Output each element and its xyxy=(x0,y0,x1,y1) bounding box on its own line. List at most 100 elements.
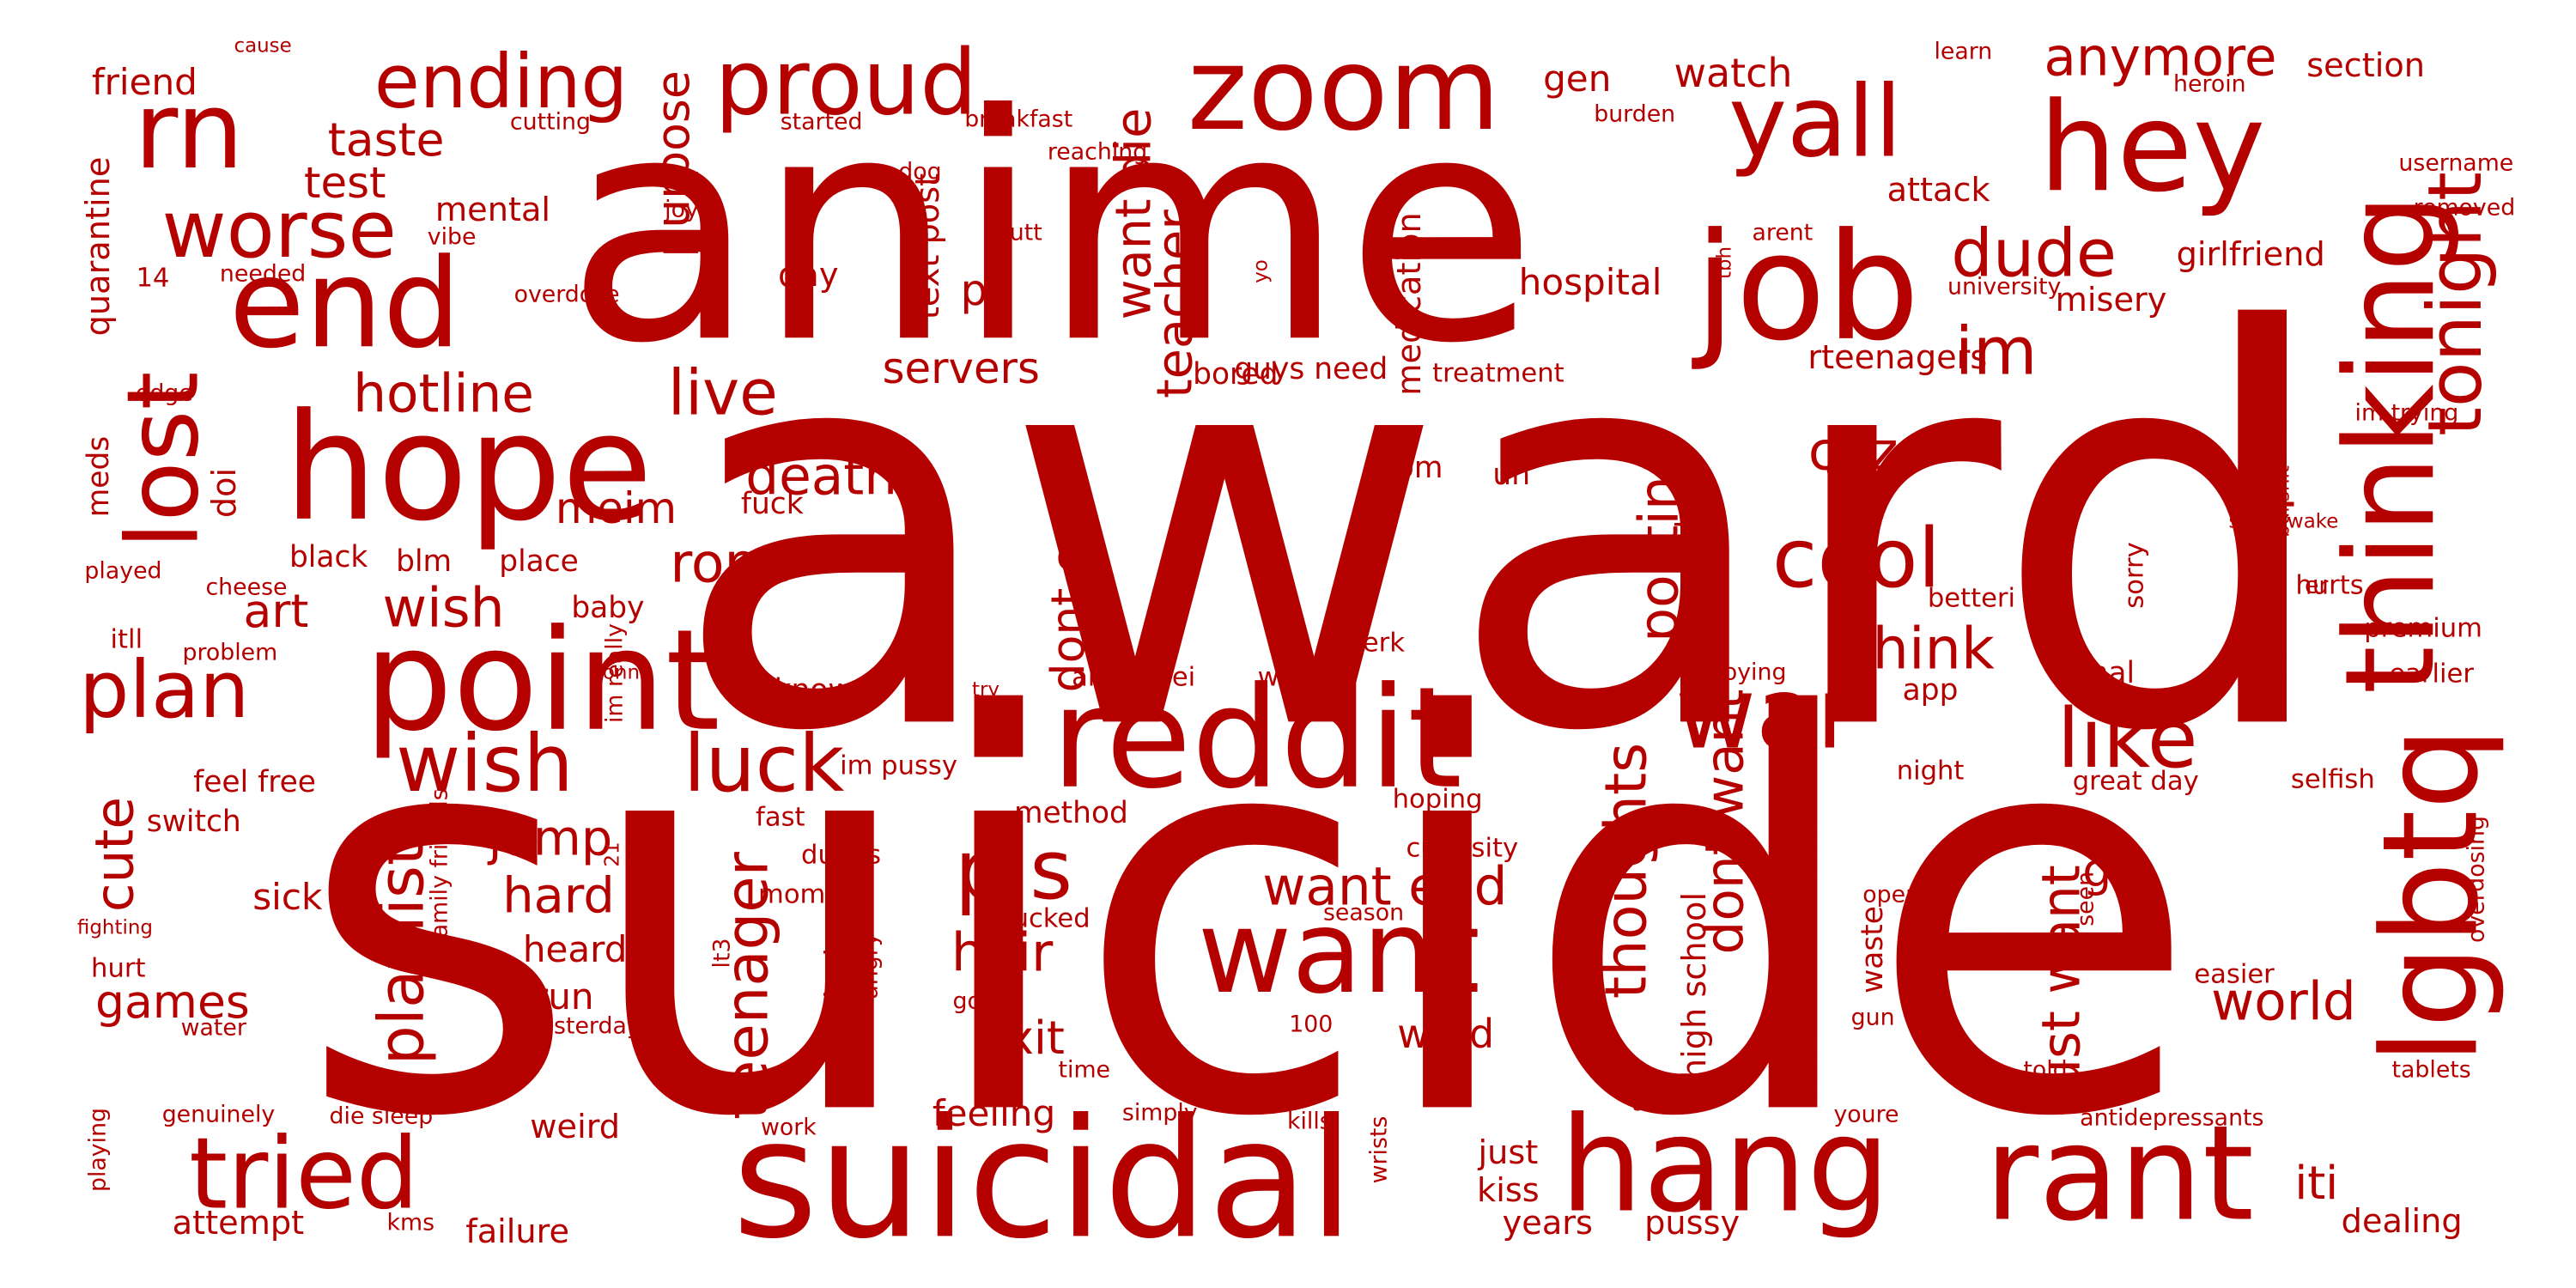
cloud-word: die sleep xyxy=(329,1103,434,1130)
cloud-word: sorry xyxy=(2119,541,2150,609)
cloud-word: uh xyxy=(1492,457,1531,492)
cloud-word: pls xyxy=(954,822,1073,919)
cloud-word: yo xyxy=(1249,258,1273,283)
cloud-word: think xyxy=(1850,615,1995,683)
cloud-word: thoughts xyxy=(1592,742,1660,999)
cloud-word: black xyxy=(289,539,368,574)
cloud-word: exit xyxy=(979,1011,1065,1066)
cloud-word: wrists xyxy=(1365,1115,1393,1184)
cloud-word: hang xyxy=(1559,1089,1891,1242)
cloud-word: heard xyxy=(522,927,628,970)
cloud-word: meim xyxy=(555,483,677,534)
cloud-word: rope xyxy=(670,531,793,595)
cloud-word: kiss xyxy=(1477,1170,1540,1210)
cloud-word: friend xyxy=(91,60,197,103)
cloud-word: feeling xyxy=(932,1092,1056,1135)
cloud-word: simply xyxy=(1121,1099,1198,1127)
cloud-word: cutting xyxy=(509,109,591,137)
cloud-word: time xyxy=(1058,1057,1110,1084)
cloud-word: hoping xyxy=(1392,784,1483,815)
cloud-word: years xyxy=(1502,1204,1593,1243)
cloud-word: luck xyxy=(683,717,845,810)
cloud-word: dog xyxy=(898,158,942,185)
cloud-word: dont care xyxy=(1040,473,1095,693)
cloud-word: needed xyxy=(219,260,307,288)
cloud-word: anymorei xyxy=(1072,662,1196,693)
cloud-word: ending xyxy=(374,39,629,125)
cloud-word: rteenagers xyxy=(1807,337,1988,377)
cloud-word: overdosing xyxy=(2463,815,2490,943)
cloud-word: curiosity xyxy=(1406,833,1519,864)
cloud-word: switch xyxy=(146,804,241,839)
cloud-word: antidepressants xyxy=(2080,1104,2264,1132)
cloud-word: room xyxy=(1366,451,1443,486)
cloud-word: sick xyxy=(252,875,323,918)
cloud-word: gold xyxy=(952,987,1003,1015)
cloud-word: worse xyxy=(161,183,397,276)
cloud-word: jump xyxy=(488,809,613,867)
cloud-word: mom xyxy=(758,879,826,910)
cloud-word: final xyxy=(2070,656,2136,691)
cloud-word: cuz xyxy=(1807,421,1899,483)
cloud-word: dude xyxy=(1951,216,2117,293)
cloud-word: work xyxy=(760,1115,817,1142)
cloud-word: cheese xyxy=(205,574,288,601)
cloud-word: tests xyxy=(1631,1090,1688,1117)
cloud-word: tried xyxy=(189,1116,419,1232)
cloud-word: weird xyxy=(530,1107,621,1146)
cloud-word: jerk xyxy=(1355,628,1405,659)
cloud-word: world xyxy=(2211,971,2356,1033)
cloud-word: username xyxy=(2398,149,2514,177)
cloud-word: ive seen xyxy=(2072,872,2099,969)
cloud-word: fucked xyxy=(1002,904,1091,935)
cloud-word: point xyxy=(364,599,720,762)
cloud-word: im trying xyxy=(2354,399,2459,427)
cloud-word: proud xyxy=(714,29,978,136)
cloud-word: hey xyxy=(2038,76,2266,220)
cloud-word: er xyxy=(2304,572,2329,599)
cloud-word: opened xyxy=(1862,881,1949,908)
cloud-word: art xyxy=(243,583,309,638)
cloud-word: app xyxy=(1902,672,1959,708)
cloud-word: run xyxy=(532,975,594,1018)
cloud-word: genuinely xyxy=(161,1101,276,1128)
cloud-word: reaching xyxy=(1047,138,1148,166)
cloud-word: deleting xyxy=(817,905,857,1040)
cloud-word: started xyxy=(780,109,863,137)
cloud-word: waste xyxy=(1855,905,1890,993)
cloud-word: 100 xyxy=(1289,1011,1334,1038)
cloud-word: anime xyxy=(565,48,1538,412)
cloud-word: high school xyxy=(1675,891,1715,1080)
cloud-word: place xyxy=(499,544,579,580)
cloud-word: method xyxy=(1013,795,1128,830)
cloud-word: treatment xyxy=(1432,358,1564,389)
cloud-word: watch xyxy=(1674,50,1793,97)
cloud-word: day xyxy=(778,256,839,295)
cloud-word: night xyxy=(1896,756,1965,787)
cloud-word: dealing xyxy=(2341,1202,2463,1242)
cloud-word: hard xyxy=(502,866,615,925)
cloud-word: end xyxy=(228,232,461,376)
cloud-word: suicidal xyxy=(732,1084,1355,1276)
cloud-word: cute xyxy=(84,796,146,912)
cloud-word: doi xyxy=(204,467,244,519)
cloud-word: cuz xyxy=(1825,448,1881,488)
cloud-word: quarantine xyxy=(78,156,118,337)
cloud-word: feel free xyxy=(193,764,316,799)
cloud-word: anymore xyxy=(2044,27,2277,88)
cloud-word: breakfast xyxy=(964,106,1073,133)
cloud-word: kms xyxy=(386,1209,435,1236)
cloud-word: 21 xyxy=(601,841,624,867)
cloud-word: hair xyxy=(951,922,1054,984)
cloud-word: problem xyxy=(182,640,278,667)
cloud-word: job xyxy=(1694,200,1920,374)
cloud-word: university xyxy=(1947,273,2062,301)
cloud-word: rn xyxy=(134,69,244,193)
cloud-word: playing xyxy=(84,1108,112,1193)
cloud-word: betteri xyxy=(1927,584,2015,615)
cloud-word: annoying xyxy=(1680,659,1787,687)
cloud-word: section xyxy=(2306,46,2425,85)
cloud-word: youre xyxy=(1833,1101,1899,1128)
cloud-word: gen xyxy=(1543,57,1612,100)
